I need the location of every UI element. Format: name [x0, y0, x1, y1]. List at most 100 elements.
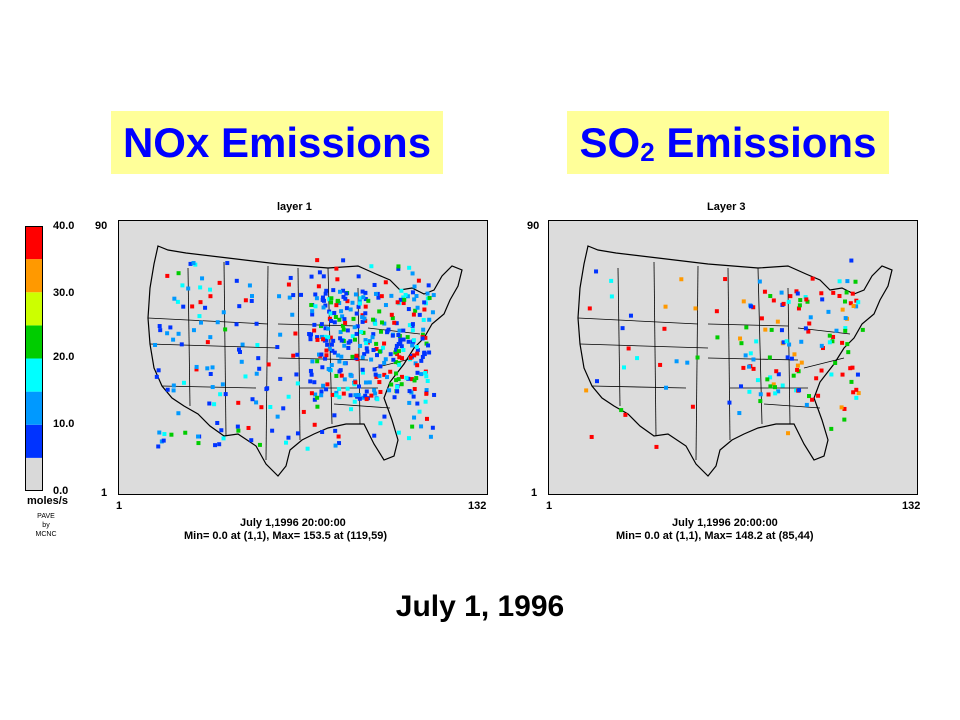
emission-cell: [389, 312, 394, 317]
state-boundary: [763, 403, 821, 409]
emission-cell: [350, 300, 355, 305]
emission-cell: [382, 321, 387, 326]
emission-cell: [325, 342, 330, 347]
emission-cell: [786, 299, 791, 304]
emission-cell: [779, 290, 784, 295]
emission-cell: [781, 340, 786, 345]
emission-cell: [194, 364, 199, 369]
emission-cell: [266, 362, 271, 367]
emission-cell: [410, 290, 415, 295]
emission-cell: [414, 294, 419, 299]
emission-cell: [831, 290, 836, 295]
emission-cell: [426, 343, 431, 348]
state-boundary: [333, 403, 391, 409]
emission-cell: [333, 315, 338, 320]
emission-cell: [795, 291, 800, 296]
emission-cell: [747, 364, 752, 369]
nox-datetime: July 1,1996 20:00:00: [240, 517, 346, 529]
nox-x-right: 132: [468, 500, 487, 512]
emission-cell: [776, 389, 781, 394]
emission-cell: [690, 404, 695, 409]
emission-cell: [425, 291, 430, 296]
emission-cell: [393, 360, 398, 365]
emission-cell: [183, 430, 188, 435]
emission-cell: [820, 297, 825, 302]
emission-cell: [695, 355, 700, 360]
emission-cell: [410, 271, 415, 276]
emission-cell: [196, 434, 201, 439]
emission-cell: [379, 294, 384, 299]
emission-cell: [420, 336, 425, 341]
emission-cell: [424, 391, 429, 396]
emission-cell: [321, 274, 326, 279]
emission-cell: [830, 339, 835, 344]
emission-cell: [420, 354, 425, 359]
emission-cell: [829, 426, 834, 431]
emission-cell: [354, 356, 359, 361]
emission-cell: [589, 434, 594, 439]
emission-cell: [372, 433, 377, 438]
emission-cell: [396, 377, 401, 382]
emission-cell: [372, 282, 377, 287]
emission-cell: [154, 374, 159, 379]
emission-cell: [373, 372, 378, 377]
emission-cell: [394, 321, 399, 326]
emission-cell: [693, 306, 698, 311]
emission-cell: [321, 383, 326, 388]
emission-cell: [327, 316, 332, 321]
emission-cell: [320, 365, 325, 370]
emission-cell: [319, 352, 324, 357]
emission-cell: [345, 386, 350, 391]
colorbar-frame: [25, 226, 43, 491]
emission-cell: [848, 366, 853, 371]
emission-cell: [773, 391, 778, 396]
emission-cell: [364, 397, 369, 402]
emission-cell: [781, 301, 786, 306]
emission-cell: [156, 444, 161, 449]
emission-cell: [380, 345, 385, 350]
emission-cell: [412, 386, 417, 391]
emission-cell: [208, 371, 213, 376]
emission-cell: [417, 409, 422, 414]
emission-cell: [843, 328, 848, 333]
emission-cell: [409, 377, 414, 382]
colorbar-tick: 30.0: [53, 287, 75, 299]
emission-cell: [423, 335, 428, 340]
emission-cell: [158, 328, 163, 333]
emission-cell: [359, 329, 364, 334]
state-boundary: [727, 267, 731, 441]
emission-cell: [360, 355, 365, 360]
emission-cell: [755, 378, 760, 383]
so2-datetime: July 1,1996 20:00:00: [672, 517, 778, 529]
emission-cell: [223, 327, 228, 332]
emission-cell: [723, 277, 728, 282]
emission-cell: [780, 383, 785, 388]
emission-cell: [369, 357, 374, 362]
emission-cell: [321, 305, 326, 310]
emission-cell: [314, 296, 319, 301]
emission-cell: [165, 387, 170, 392]
emission-cell: [819, 291, 824, 296]
emission-cell: [210, 385, 215, 390]
emission-cell: [406, 339, 411, 344]
emission-cell: [796, 306, 801, 311]
emission-cell: [415, 363, 420, 368]
emission-cell: [848, 301, 853, 306]
emission-cell: [410, 424, 415, 429]
emission-cell: [363, 297, 368, 302]
emission-cell: [247, 283, 252, 288]
emission-cell: [305, 446, 310, 451]
emission-cell: [345, 299, 350, 304]
so2-emissions-title: SO2 Emissions: [567, 111, 889, 174]
emission-cell: [180, 283, 185, 288]
emission-cell: [356, 304, 361, 309]
emission-cell: [336, 353, 341, 358]
emission-cell: [254, 371, 259, 376]
emission-cell: [788, 294, 793, 299]
emission-cell: [237, 304, 242, 309]
emission-cell: [431, 293, 436, 298]
emission-cell: [374, 346, 379, 351]
emission-cell: [414, 376, 419, 381]
emission-cell: [842, 406, 847, 411]
emission-cell: [312, 422, 317, 427]
